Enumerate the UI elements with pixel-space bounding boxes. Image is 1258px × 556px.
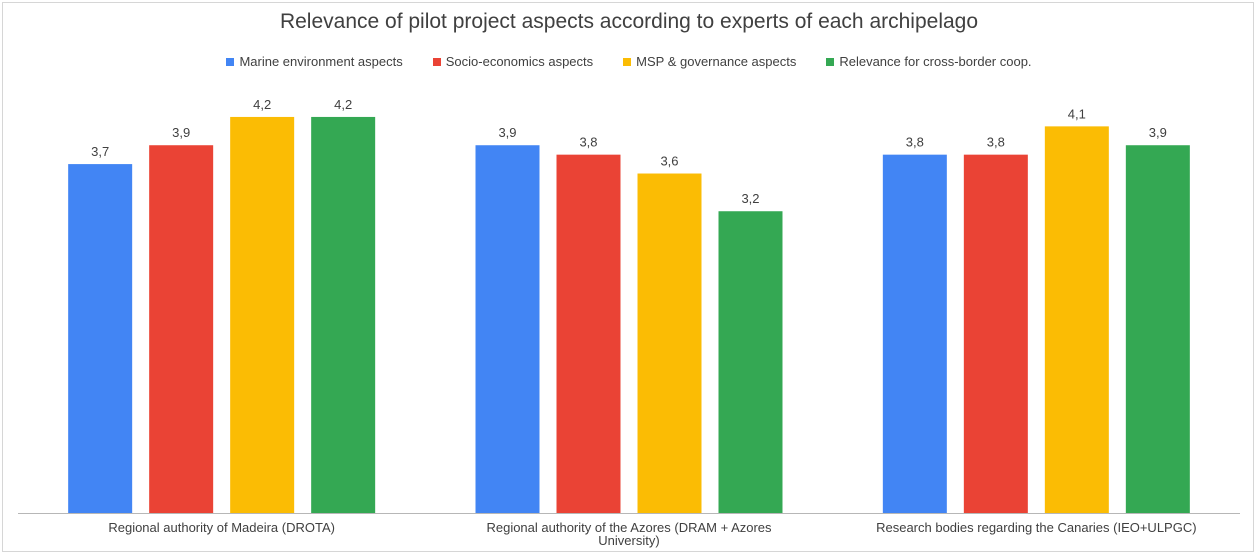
bar-0-1 <box>149 145 214 514</box>
bar-2-3 <box>1125 145 1190 514</box>
data-label-1-3: 3,2 <box>741 191 759 206</box>
bar-2-2 <box>1044 126 1109 514</box>
data-label-2-3: 3,9 <box>1149 125 1167 140</box>
chart-legend: Marine environment aspects Socio-economi… <box>0 54 1258 69</box>
bar-0-0 <box>68 164 133 513</box>
legend-item-socio: Socio-economics aspects <box>432 54 594 69</box>
data-label-0-1: 3,9 <box>172 125 190 140</box>
bar-1-2 <box>637 173 702 513</box>
legend-label-socio: Socio-economics aspects <box>445 54 594 69</box>
category-label-1-0: Regional authority of the Azores (DRAM +… <box>486 520 772 535</box>
legend-label-marine: Marine environment aspects <box>239 54 403 69</box>
data-label-2-1: 3,8 <box>987 135 1005 150</box>
data-label-0-2: 4,2 <box>253 97 271 112</box>
legend-swatch-msp <box>623 57 632 66</box>
bar-2-0 <box>882 154 947 513</box>
legend-item-crossborder: Relevance for cross-border coop. <box>826 54 1032 69</box>
data-label-0-3: 4,2 <box>334 97 352 112</box>
data-label-1-1: 3,8 <box>579 135 597 150</box>
data-label-2-0: 3,8 <box>906 135 924 150</box>
bar-0-2 <box>230 116 295 513</box>
bar-1-1 <box>556 154 621 513</box>
chart-title: Relevance of pilot project aspects accor… <box>279 10 979 33</box>
legend-item-msp: MSP & governance aspects <box>623 54 796 69</box>
data-label-1-2: 3,6 <box>660 154 678 169</box>
legend-label-crossborder: Relevance for cross-border coop. <box>839 54 1032 69</box>
bar-1-3 <box>718 211 783 514</box>
data-label-1-0: 3,9 <box>498 125 516 140</box>
category-label-2-0: Research bodies regarding the Canaries (… <box>876 520 1196 535</box>
data-label-2-2: 4,1 <box>1068 106 1086 121</box>
category-label-0-0: Regional authority of Madeira (DROTA) <box>108 520 335 535</box>
legend-swatch-marine <box>226 57 235 66</box>
bar-1-0 <box>475 145 540 514</box>
bar-0-3 <box>311 116 376 513</box>
bar-2-1 <box>963 154 1028 513</box>
category-label-1-1: University) <box>598 533 659 548</box>
data-label-0-0: 3,7 <box>91 144 109 159</box>
legend-label-msp: MSP & governance aspects <box>636 54 797 69</box>
legend-swatch-socio <box>432 57 441 66</box>
legend-item-marine: Marine environment aspects <box>226 54 403 69</box>
legend-swatch-crossborder <box>826 57 835 66</box>
